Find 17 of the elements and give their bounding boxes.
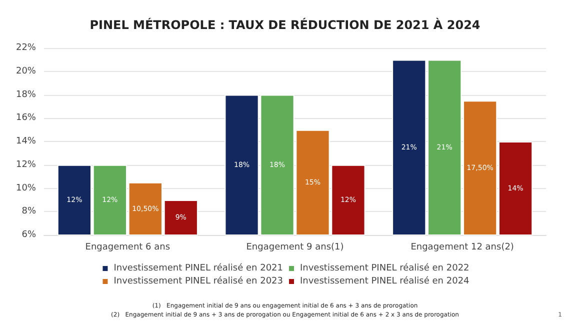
legend-label: Investissement PINEL réalisé en 2024	[300, 276, 470, 286]
y-tick-label: 20%	[16, 66, 36, 76]
x-tick-label: Engagement 9 ans(1)	[246, 242, 344, 252]
y-tick-label: 6%	[22, 230, 36, 240]
y-tick-label: 8%	[22, 206, 36, 217]
y-tick-label: 14%	[16, 136, 36, 146]
y-tick-label: 22%	[16, 43, 36, 53]
x-tick-label: Engagement 6 ans	[85, 242, 170, 252]
y-tick-label: 12%	[16, 160, 36, 170]
legend-label: Investissement PINEL réalisé en 2022	[300, 262, 470, 274]
y-tick-label: 10%	[16, 183, 36, 194]
y-tick-label: 18%	[16, 90, 36, 100]
y-tick-label: 16%	[16, 113, 36, 124]
x-tick-label: Engagement 12 ans(2)	[410, 242, 514, 252]
chart-title: PINEL MÉTROPOLE : TAUX DE RÉDUCTION DE 2021 À 2024	[90, 17, 480, 32]
legend-label: Investissement PINEL réalisé en 2023	[114, 276, 284, 286]
legend-label: Investissement PINEL réalisé en 2021	[114, 262, 284, 274]
